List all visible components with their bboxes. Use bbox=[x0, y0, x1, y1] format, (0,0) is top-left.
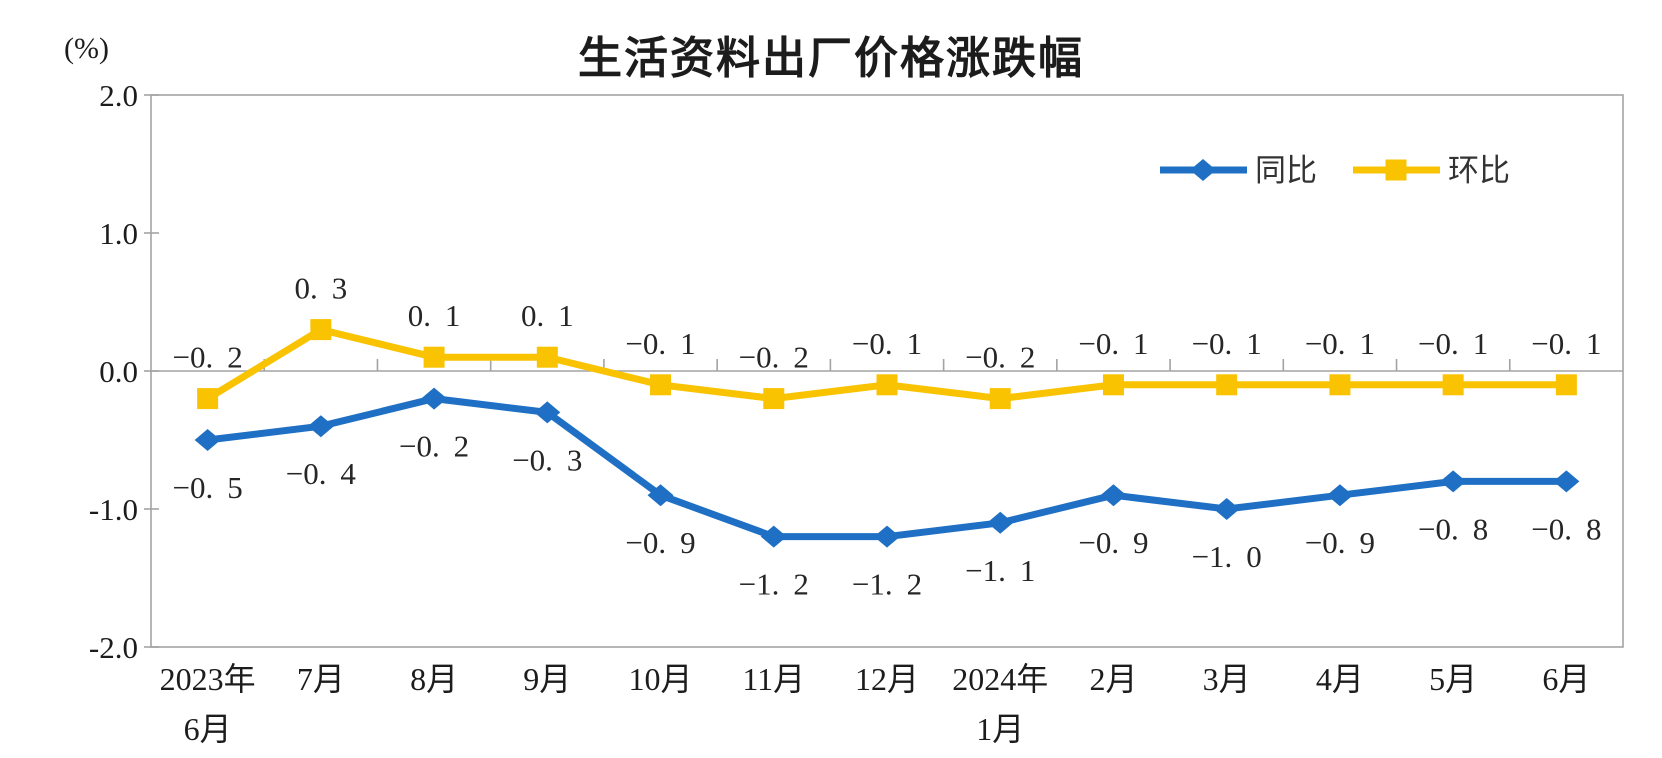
x-tick-label: 6月 bbox=[184, 711, 232, 747]
mom-point-marker bbox=[876, 374, 898, 396]
y-tick-label: -2.0 bbox=[89, 630, 138, 665]
yoy-data-label: −1. 1 bbox=[965, 553, 1035, 588]
yoy-data-label: −1. 2 bbox=[739, 567, 809, 602]
mom-point-marker bbox=[1102, 374, 1124, 396]
series-yoy-line bbox=[207, 395, 1567, 541]
legend-mom-marker bbox=[1385, 159, 1407, 181]
mom-point-marker bbox=[1329, 374, 1351, 396]
x-tick-label: 7月 bbox=[297, 661, 345, 697]
x-tick-label: 2023年 bbox=[160, 661, 256, 697]
mom-data-label: −0. 1 bbox=[1418, 326, 1488, 361]
y-tick-label: -1.0 bbox=[89, 492, 138, 527]
mom-data-label: −0. 1 bbox=[625, 326, 695, 361]
x-tick-label: 6月 bbox=[1542, 661, 1590, 697]
yoy-point-marker bbox=[534, 401, 561, 424]
yoy-point-marker bbox=[987, 511, 1014, 534]
yoy-data-label: −1. 2 bbox=[852, 567, 922, 602]
yoy-data-label: −0. 3 bbox=[512, 442, 582, 477]
chart-title: 生活资料出厂价格涨跌幅 bbox=[578, 34, 1084, 83]
mom-data-label: 0. 1 bbox=[521, 298, 574, 333]
yoy-data-label: −0. 9 bbox=[1078, 525, 1148, 560]
mom-data-label: −0. 1 bbox=[1531, 326, 1601, 361]
yoy-point-marker bbox=[1440, 470, 1467, 493]
mom-point-marker bbox=[1216, 374, 1238, 396]
legend-mom-label: 环比 bbox=[1448, 153, 1510, 188]
mom-data-label: −0. 2 bbox=[739, 340, 809, 375]
yoy-data-label: −0. 8 bbox=[1418, 511, 1488, 546]
yoy-data-label: −0. 4 bbox=[286, 456, 357, 491]
x-tick-label: 2024年 bbox=[952, 661, 1048, 697]
yoy-data-label: −0. 8 bbox=[1531, 511, 1601, 546]
mom-data-label: −0. 2 bbox=[173, 340, 243, 375]
yoy-point-marker bbox=[307, 415, 334, 438]
x-tick-label: 4月 bbox=[1316, 661, 1364, 697]
mom-point-marker bbox=[423, 346, 445, 368]
yoy-point-marker bbox=[194, 429, 221, 451]
mom-point-marker bbox=[1442, 374, 1464, 396]
x-tick-label: 3月 bbox=[1203, 661, 1251, 697]
mom-point-marker bbox=[1555, 374, 1577, 396]
mom-point-marker bbox=[650, 374, 672, 396]
y-tick-label: 2.0 bbox=[99, 78, 138, 113]
yoy-data-label: −1. 0 bbox=[1192, 539, 1262, 574]
x-tick-label: 5月 bbox=[1429, 661, 1477, 697]
yoy-data-label: −0. 5 bbox=[173, 470, 243, 505]
yoy-point-marker bbox=[1213, 498, 1240, 520]
mom-data-label: 0. 1 bbox=[408, 298, 461, 333]
yoy-point-marker bbox=[874, 525, 900, 548]
yoy-point-marker bbox=[1326, 484, 1353, 507]
y-axis-unit-label: (%) bbox=[64, 32, 109, 65]
x-tick-label: 10月 bbox=[629, 661, 693, 697]
mom-data-label: −0. 1 bbox=[1305, 326, 1375, 361]
mom-data-label: −0. 1 bbox=[852, 326, 922, 361]
legend-yoy-marker bbox=[1190, 159, 1216, 181]
x-tick-label: 12月 bbox=[855, 661, 919, 697]
mom-point-marker bbox=[310, 319, 332, 341]
mom-data-label: −0. 1 bbox=[1192, 326, 1262, 361]
x-tick-label: 1月 bbox=[976, 711, 1024, 747]
x-tick-label: 9月 bbox=[523, 661, 571, 697]
y-tick-label: 1.0 bbox=[99, 216, 138, 251]
mom-point-marker bbox=[197, 388, 219, 410]
mom-point-marker bbox=[989, 388, 1011, 410]
mom-point-marker bbox=[536, 346, 558, 368]
legend-yoy-label: 同比 bbox=[1255, 153, 1317, 188]
y-tick-label: 0.0 bbox=[99, 354, 138, 389]
x-tick-label: 8月 bbox=[410, 661, 458, 697]
yoy-point-marker bbox=[421, 387, 448, 410]
yoy-point-marker bbox=[647, 484, 674, 507]
yoy-data-label: −0. 9 bbox=[1305, 525, 1375, 560]
yoy-point-marker bbox=[1553, 470, 1580, 493]
mom-point-marker bbox=[763, 388, 785, 410]
yoy-data-label: −0. 9 bbox=[625, 525, 695, 560]
yoy-point-marker bbox=[1100, 484, 1127, 507]
mom-data-label: −0. 2 bbox=[965, 340, 1035, 375]
mom-data-label: 0. 3 bbox=[294, 271, 347, 306]
yoy-data-label: −0. 2 bbox=[399, 429, 469, 464]
x-tick-label: 11月 bbox=[742, 661, 805, 697]
yoy-point-marker bbox=[760, 525, 787, 548]
x-tick-label: 2月 bbox=[1089, 661, 1137, 697]
mom-data-label: −0. 1 bbox=[1078, 326, 1148, 361]
